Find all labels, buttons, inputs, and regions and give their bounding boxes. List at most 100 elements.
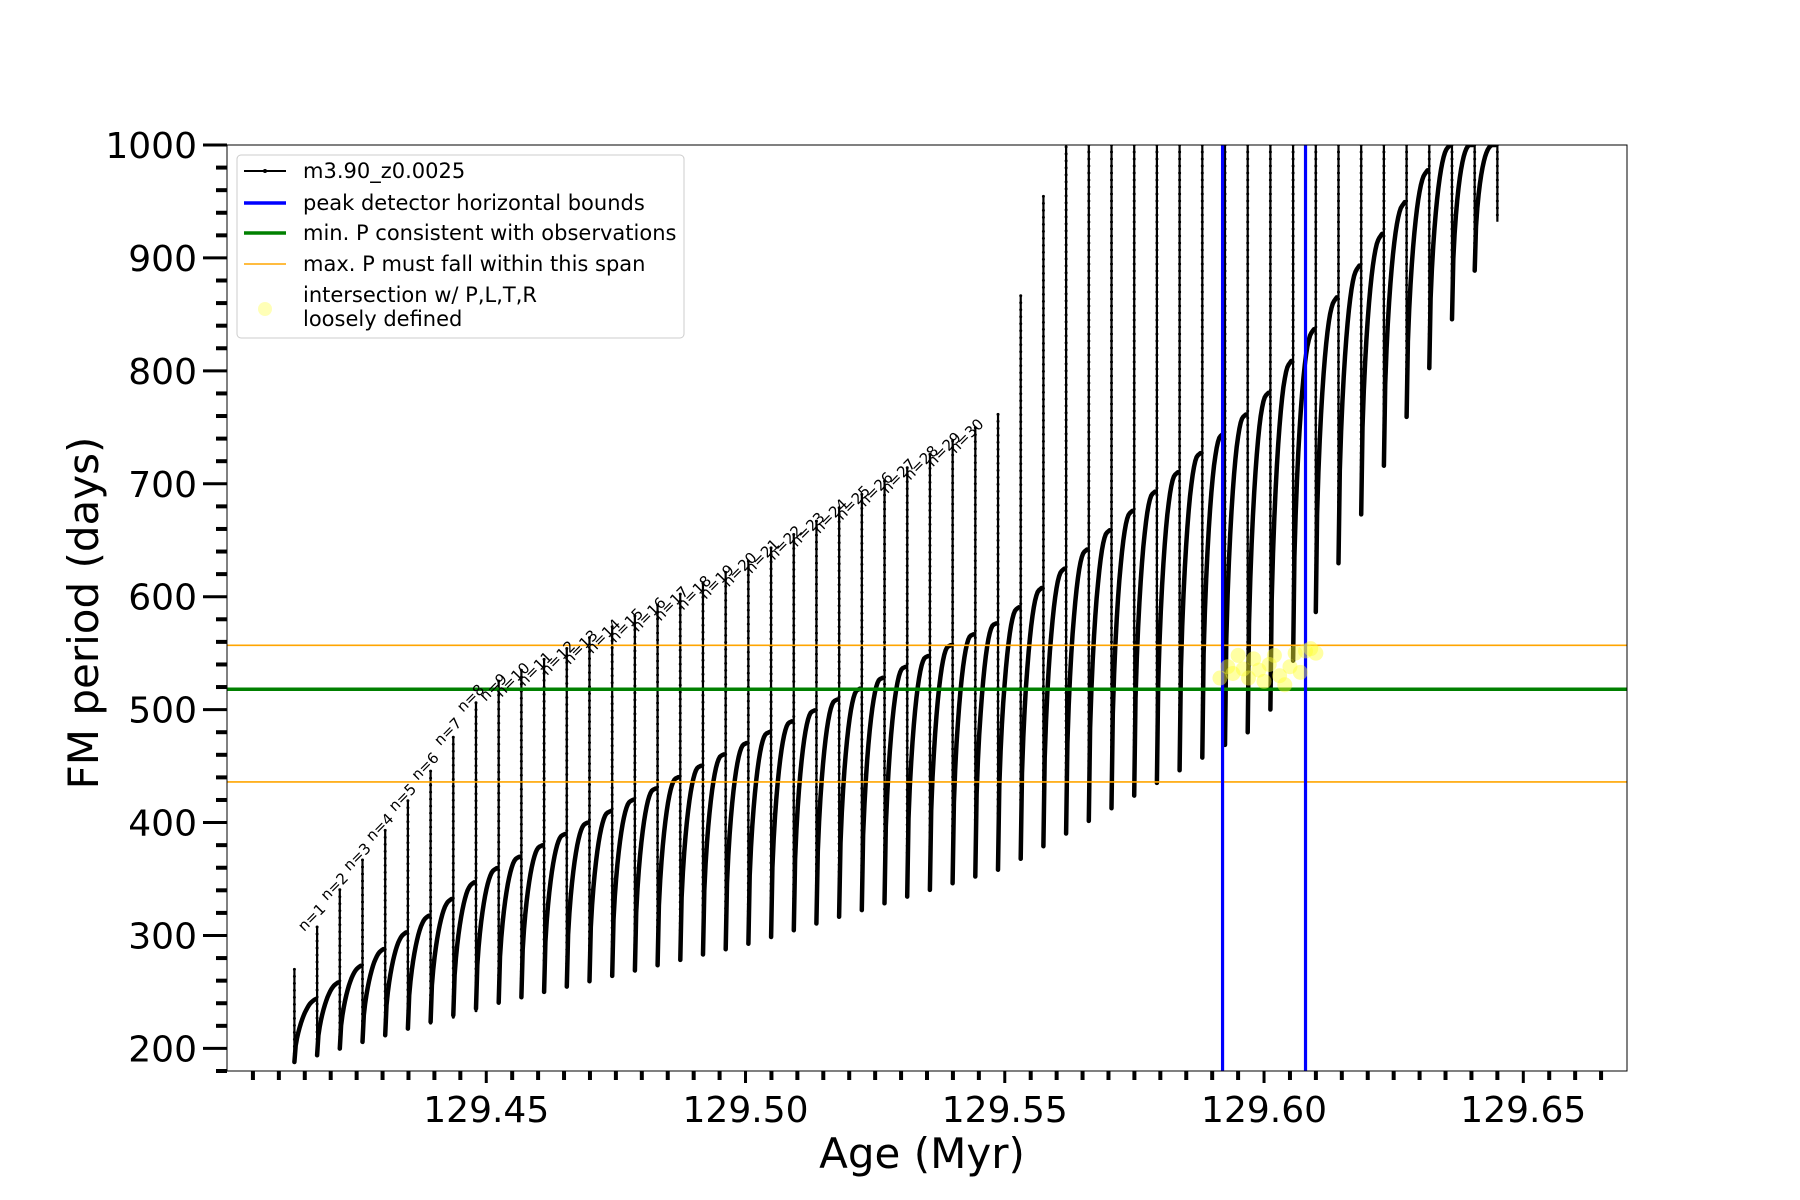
pulse-spike-point [1110,353,1114,357]
pulse-spike-point [406,918,410,922]
intersection-point [1230,647,1246,663]
pulse-spike-point [1427,157,1431,161]
pulse-spike-point [905,480,909,484]
pulse-spike-point [837,611,841,615]
pulse-spike-point [633,789,637,793]
pulse-spike-point [1041,544,1045,548]
pulse-spike-point [973,433,977,437]
pulse-spike-point [814,582,818,586]
pulse-spike-point [360,984,364,988]
pulse-spike-point [1155,423,1159,427]
pulse-spike-point [1019,315,1023,319]
pulse-spike-point [928,655,932,659]
pulse-spike-point [1110,157,1114,161]
pulse-spike-point [656,729,660,733]
pulse-spike-point [724,654,728,658]
pulse-spike-point [837,576,841,580]
pulse-spike-point [701,854,705,858]
pulse-spike-point [1064,285,1068,289]
pulse-spike-point [1110,234,1114,238]
pulse-spike-point [1110,591,1114,595]
pulse-spike-point [1019,609,1023,613]
pulse-spike-point [1132,199,1136,203]
pulse-spike-point [1268,388,1272,392]
pulse-spike-point [315,988,319,992]
pulse-spike-point [928,564,932,568]
x-tick-label: 129.55 [942,1090,1068,1131]
pulse-spike-point [633,726,637,730]
pulse-spike-point [497,805,501,809]
pulse-spike-point [1110,402,1114,406]
pulse-spike-point [1110,150,1114,154]
pulse-spike-point [769,581,773,585]
pulse-spike-point [883,514,887,518]
pulse-spike-point [746,741,750,745]
pulse-spike-point [1087,458,1091,462]
pulse-spike-point [1200,164,1204,168]
pulse-spike-point [905,487,909,491]
pulse-spike-point [1064,628,1068,632]
pulse-spike-point [792,581,796,585]
pulse-spike-point [1200,157,1204,161]
pulse-spike-point [1064,530,1068,534]
pulse-spike-point [1110,654,1114,658]
pulse-spike-point [1427,220,1431,224]
pulse-spike-point [1178,493,1182,497]
pulse-spike-point [814,631,818,635]
pulse-spike-point [1314,458,1318,462]
pulse-spike-point [1132,297,1136,301]
pulse-spike-point [1382,227,1386,231]
pulse-spike-point [837,590,841,594]
pulse-spike-point [701,651,705,655]
pulse-spike-point [474,701,478,705]
pulse-spike-point [678,802,682,806]
pulse-spike-point [837,527,841,531]
pulse-spike-point [792,637,796,641]
pulse-spike-point [837,548,841,552]
pulse-spike-point [429,776,433,780]
pulse-spike-point [1268,500,1272,504]
pulse-spike-point [951,530,955,534]
pulse-spike-point [792,756,796,760]
pulse-spike-point [1110,346,1114,350]
pulse-spike-point [1178,381,1182,385]
pulse-spike-point [1041,453,1045,457]
pulse-spike-point [610,702,614,706]
pulse-spike-point [497,854,501,858]
pulse-spike-point [1223,388,1227,392]
pulse-spike-point [406,834,410,838]
pulse-spike-point [1178,423,1182,427]
pulse-spike-point [587,636,591,640]
pulse-spike-point [1223,395,1227,399]
pulse-spike-point [996,664,1000,668]
pulse-spike-point [1336,227,1340,231]
pulse-spike-point [519,682,523,686]
pulse-spike-point [565,660,569,664]
pulse-spike-point [1200,332,1204,336]
pulse-spike-point [1200,598,1204,602]
pulse-spike-point [1087,339,1091,343]
pulse-spike-point [1041,390,1045,394]
pulse-spike-point [883,710,887,714]
pulse-spike-point [1087,626,1091,630]
pulse-spike-point [656,694,660,698]
pulse-spike-point [905,718,909,722]
pulse-spike-point [1336,178,1340,182]
pulse-spike-point [1087,430,1091,434]
pulse-spike-point [565,891,569,895]
pulse-spike-point [519,675,523,679]
pulse-spike-point [951,705,955,709]
pulse-spike-point [837,681,841,685]
pulse-spike-point [678,858,682,862]
pulse-spike-point [1495,157,1499,161]
pulse-spike-point [1155,325,1159,329]
pulse-spike-point [1450,220,1454,224]
pulse-spike-point [429,951,433,955]
pulse-spike-point [565,758,569,762]
pulse-spike-point [792,707,796,711]
pulse-spike-point [1132,598,1136,602]
pulse-spike-point [1314,248,1318,252]
pulse-spike-point [474,841,478,845]
pulse-spike-point [1064,488,1068,492]
pulse-spike-point [1155,549,1159,553]
